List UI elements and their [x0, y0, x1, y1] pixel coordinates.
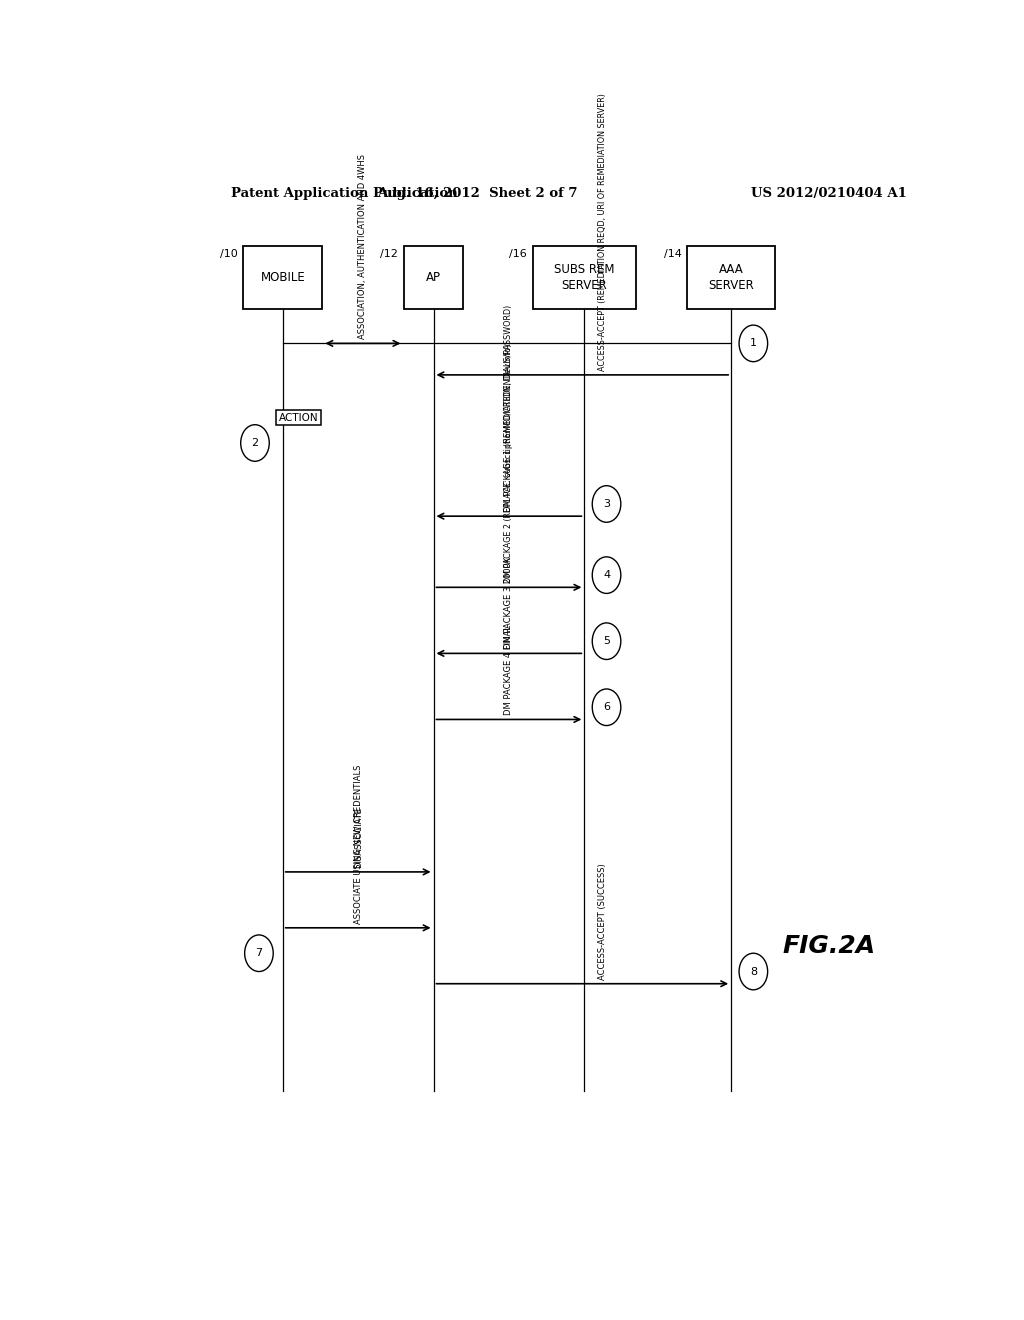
- Circle shape: [739, 953, 768, 990]
- Text: 6: 6: [603, 702, 610, 713]
- Text: /16: /16: [509, 249, 527, 259]
- Text: ASSOCIATE USING NEW CREDENTIALS: ASSOCIATE USING NEW CREDENTIALS: [353, 764, 362, 924]
- Text: US 2012/0210404 A1: US 2012/0210404 A1: [751, 187, 907, 201]
- Text: DM PACKAGE 4 FINAL: DM PACKAGE 4 FINAL: [505, 626, 513, 715]
- Circle shape: [241, 425, 269, 461]
- Text: Patent Application Publication: Patent Application Publication: [231, 187, 458, 201]
- Text: SUBS REM
SERVER: SUBS REM SERVER: [554, 263, 614, 292]
- Circle shape: [592, 689, 621, 726]
- Text: 5: 5: [603, 636, 610, 647]
- Circle shape: [245, 935, 273, 972]
- Text: 4: 4: [603, 570, 610, 579]
- Text: DISASSOCIATE: DISASSOCIATE: [353, 807, 362, 867]
- Text: ACTION: ACTION: [279, 413, 318, 422]
- Circle shape: [592, 486, 621, 523]
- Bar: [403, 246, 463, 309]
- Text: ACCESS-ACCEPT (REMEDIATION REQD, URI OF REMEDIATION SERVER): ACCESS-ACCEPT (REMEDIATION REQD, URI OF …: [598, 92, 606, 371]
- Text: /10: /10: [220, 249, 238, 259]
- Text: /14: /14: [664, 249, 682, 259]
- Text: 7: 7: [255, 948, 262, 958]
- Text: 1: 1: [750, 338, 757, 348]
- Bar: [532, 246, 636, 309]
- Text: 2: 2: [252, 438, 258, 447]
- Circle shape: [592, 557, 621, 594]
- Bar: [243, 246, 323, 309]
- Text: /12: /12: [380, 249, 398, 259]
- Text: ASSOCIATION, AUTHENTICATION AND 4WHS: ASSOCIATION, AUTHENTICATION AND 4WHS: [358, 154, 368, 339]
- Text: DM PACKAGE 1 (REMEDIATION, DevInfo): DM PACKAGE 1 (REMEDIATION, DevInfo): [505, 343, 513, 512]
- Text: 3: 3: [603, 499, 610, 510]
- Text: AP: AP: [426, 271, 441, 284]
- Text: 8: 8: [750, 966, 757, 977]
- Text: DM PACKAGE 3 2000K: DM PACKAGE 3 2000K: [505, 557, 513, 649]
- Bar: [687, 246, 775, 309]
- Text: AAA
SERVER: AAA SERVER: [709, 263, 754, 292]
- Text: DM PACKAGE 2 (REPLACE: subscriptionMO/CREDENTIALS/PASSWORD): DM PACKAGE 2 (REPLACE: subscriptionMO/CR…: [505, 305, 513, 583]
- Text: FIG.2A: FIG.2A: [782, 935, 876, 958]
- Text: MOBILE: MOBILE: [260, 271, 305, 284]
- Text: Aug. 16, 2012  Sheet 2 of 7: Aug. 16, 2012 Sheet 2 of 7: [377, 187, 578, 201]
- Circle shape: [592, 623, 621, 660]
- Circle shape: [739, 325, 768, 362]
- Text: ACCESS-ACCEPT (SUCCESS): ACCESS-ACCEPT (SUCCESS): [598, 863, 606, 979]
